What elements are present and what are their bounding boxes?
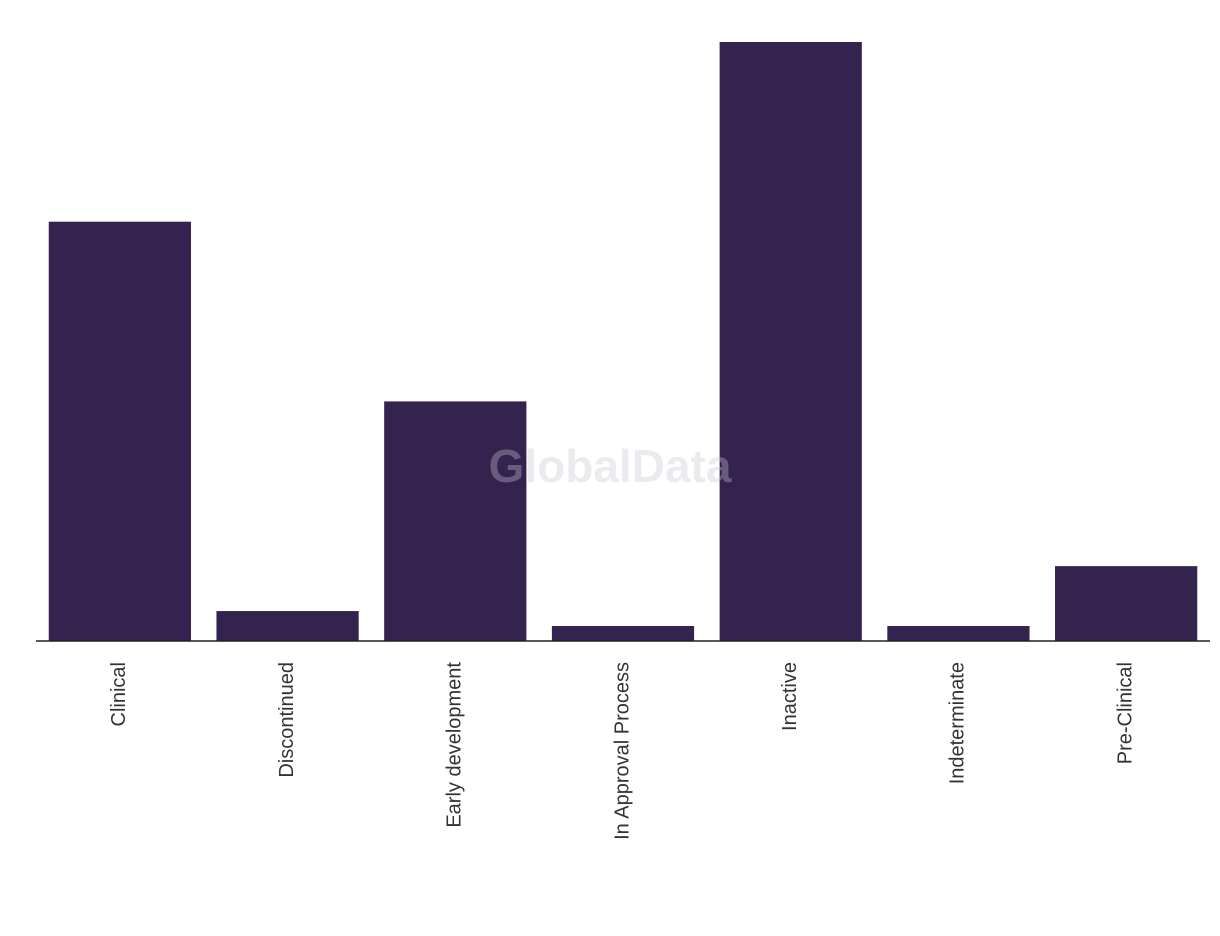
bar: [887, 626, 1030, 641]
x-tick-label: Pre-Clinical: [1114, 662, 1136, 764]
x-tick-label: Indeterminate: [947, 662, 969, 784]
x-tick-label: Clinical: [108, 662, 130, 726]
bar: [719, 42, 862, 641]
bar: [384, 401, 527, 641]
bar: [551, 626, 695, 641]
bar: [1055, 566, 1198, 641]
bar: [48, 221, 191, 641]
x-tick-label: In Approval Process: [611, 662, 633, 840]
x-tick-label: Early development: [444, 662, 466, 828]
bar: [216, 611, 359, 641]
watermark: GlobalData: [489, 440, 732, 492]
x-tick-label: Discontinued: [276, 662, 298, 778]
x-tick-label: Inactive: [779, 662, 801, 731]
